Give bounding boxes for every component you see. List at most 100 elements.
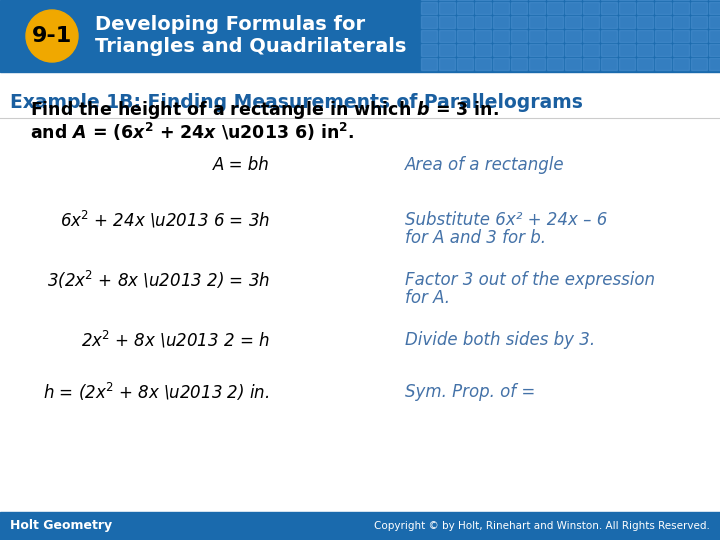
Bar — [529, 30, 545, 42]
Bar — [619, 30, 635, 42]
Bar — [565, 44, 581, 56]
Bar — [709, 16, 720, 28]
Bar — [439, 44, 455, 56]
Bar — [457, 16, 473, 28]
Bar — [583, 30, 599, 42]
Bar — [709, 2, 720, 14]
Bar — [457, 44, 473, 56]
Bar — [691, 58, 707, 70]
Bar — [529, 16, 545, 28]
Bar — [565, 16, 581, 28]
Bar — [457, 2, 473, 14]
Text: for A.: for A. — [405, 289, 450, 307]
Bar — [547, 2, 563, 14]
Bar — [511, 58, 527, 70]
Bar — [511, 44, 527, 56]
Text: 2x$^{2}$ + 8x \u2013 2 = h: 2x$^{2}$ + 8x \u2013 2 = h — [81, 329, 270, 350]
Text: Divide both sides by 3.: Divide both sides by 3. — [405, 331, 595, 349]
Circle shape — [26, 10, 78, 62]
Bar — [439, 16, 455, 28]
Bar — [493, 30, 509, 42]
Bar — [547, 30, 563, 42]
Bar — [529, 44, 545, 56]
Bar — [493, 2, 509, 14]
Text: Area of a rectangle: Area of a rectangle — [405, 156, 564, 174]
Bar — [691, 2, 707, 14]
Bar — [565, 58, 581, 70]
Bar — [421, 44, 437, 56]
Text: for A and 3 for b.: for A and 3 for b. — [405, 229, 546, 247]
Bar — [673, 58, 689, 70]
Bar — [601, 2, 617, 14]
Bar — [475, 2, 491, 14]
Bar — [457, 30, 473, 42]
Text: Triangles and Quadrilaterals: Triangles and Quadrilaterals — [95, 37, 406, 57]
Bar — [475, 58, 491, 70]
Text: 6x$^{2}$ + 24x \u2013 6 = 3h: 6x$^{2}$ + 24x \u2013 6 = 3h — [60, 210, 270, 231]
Bar — [421, 58, 437, 70]
Bar — [565, 2, 581, 14]
Bar — [547, 16, 563, 28]
Bar — [475, 30, 491, 42]
Text: Developing Formulas for: Developing Formulas for — [95, 16, 365, 35]
Bar — [421, 30, 437, 42]
Bar — [709, 30, 720, 42]
Bar — [493, 44, 509, 56]
Text: Holt Geometry: Holt Geometry — [10, 519, 112, 532]
Bar — [511, 30, 527, 42]
Bar — [709, 44, 720, 56]
Bar — [511, 2, 527, 14]
Text: h = (2x$^{2}$ + 8x \u2013 2) in.: h = (2x$^{2}$ + 8x \u2013 2) in. — [43, 381, 270, 403]
Bar — [673, 2, 689, 14]
Bar — [601, 16, 617, 28]
Bar — [583, 2, 599, 14]
Text: Example 1B: Finding Measurements of Parallelograms: Example 1B: Finding Measurements of Para… — [10, 92, 583, 111]
Bar — [655, 16, 671, 28]
Bar — [619, 16, 635, 28]
Bar — [439, 30, 455, 42]
Bar — [529, 58, 545, 70]
Bar — [0, 512, 720, 540]
Bar — [511, 16, 527, 28]
Bar — [493, 16, 509, 28]
Text: and $\boldsymbol{A}$ = (6$\boldsymbol{x}$$^{\mathbf{2}}$ + 24$\boldsymbol{x}$ \u: and $\boldsymbol{A}$ = (6$\boldsymbol{x}… — [30, 121, 354, 143]
Bar — [637, 30, 653, 42]
Bar — [619, 58, 635, 70]
Bar — [583, 44, 599, 56]
Text: A = bh: A = bh — [213, 156, 270, 174]
Bar — [565, 30, 581, 42]
Bar — [655, 30, 671, 42]
Text: 3(2x$^{2}$ + 8x \u2013 2) = 3h: 3(2x$^{2}$ + 8x \u2013 2) = 3h — [47, 269, 270, 291]
Text: Substitute 6x² + 24x – 6: Substitute 6x² + 24x – 6 — [405, 211, 608, 229]
Bar — [601, 58, 617, 70]
Bar — [673, 16, 689, 28]
Bar — [475, 44, 491, 56]
Bar — [691, 44, 707, 56]
Bar — [583, 16, 599, 28]
Bar — [637, 58, 653, 70]
Text: Copyright © by Holt, Rinehart and Winston. All Rights Reserved.: Copyright © by Holt, Rinehart and Winsto… — [374, 521, 710, 531]
Text: 9-1: 9-1 — [32, 26, 72, 46]
Text: Factor 3 out of the expression: Factor 3 out of the expression — [405, 271, 655, 289]
Bar — [439, 58, 455, 70]
Bar — [547, 44, 563, 56]
Bar — [421, 16, 437, 28]
Bar — [601, 30, 617, 42]
Bar — [421, 2, 437, 14]
Bar — [637, 2, 653, 14]
Bar — [547, 58, 563, 70]
Text: Sym. Prop. of =: Sym. Prop. of = — [405, 383, 535, 401]
Bar — [583, 58, 599, 70]
Bar — [673, 30, 689, 42]
Bar — [475, 16, 491, 28]
Bar — [529, 2, 545, 14]
Bar — [673, 44, 689, 56]
Bar — [655, 2, 671, 14]
Bar — [439, 2, 455, 14]
Bar — [457, 58, 473, 70]
Bar — [601, 44, 617, 56]
Bar — [655, 58, 671, 70]
Bar — [637, 16, 653, 28]
Bar — [0, 0, 720, 72]
Bar — [655, 44, 671, 56]
